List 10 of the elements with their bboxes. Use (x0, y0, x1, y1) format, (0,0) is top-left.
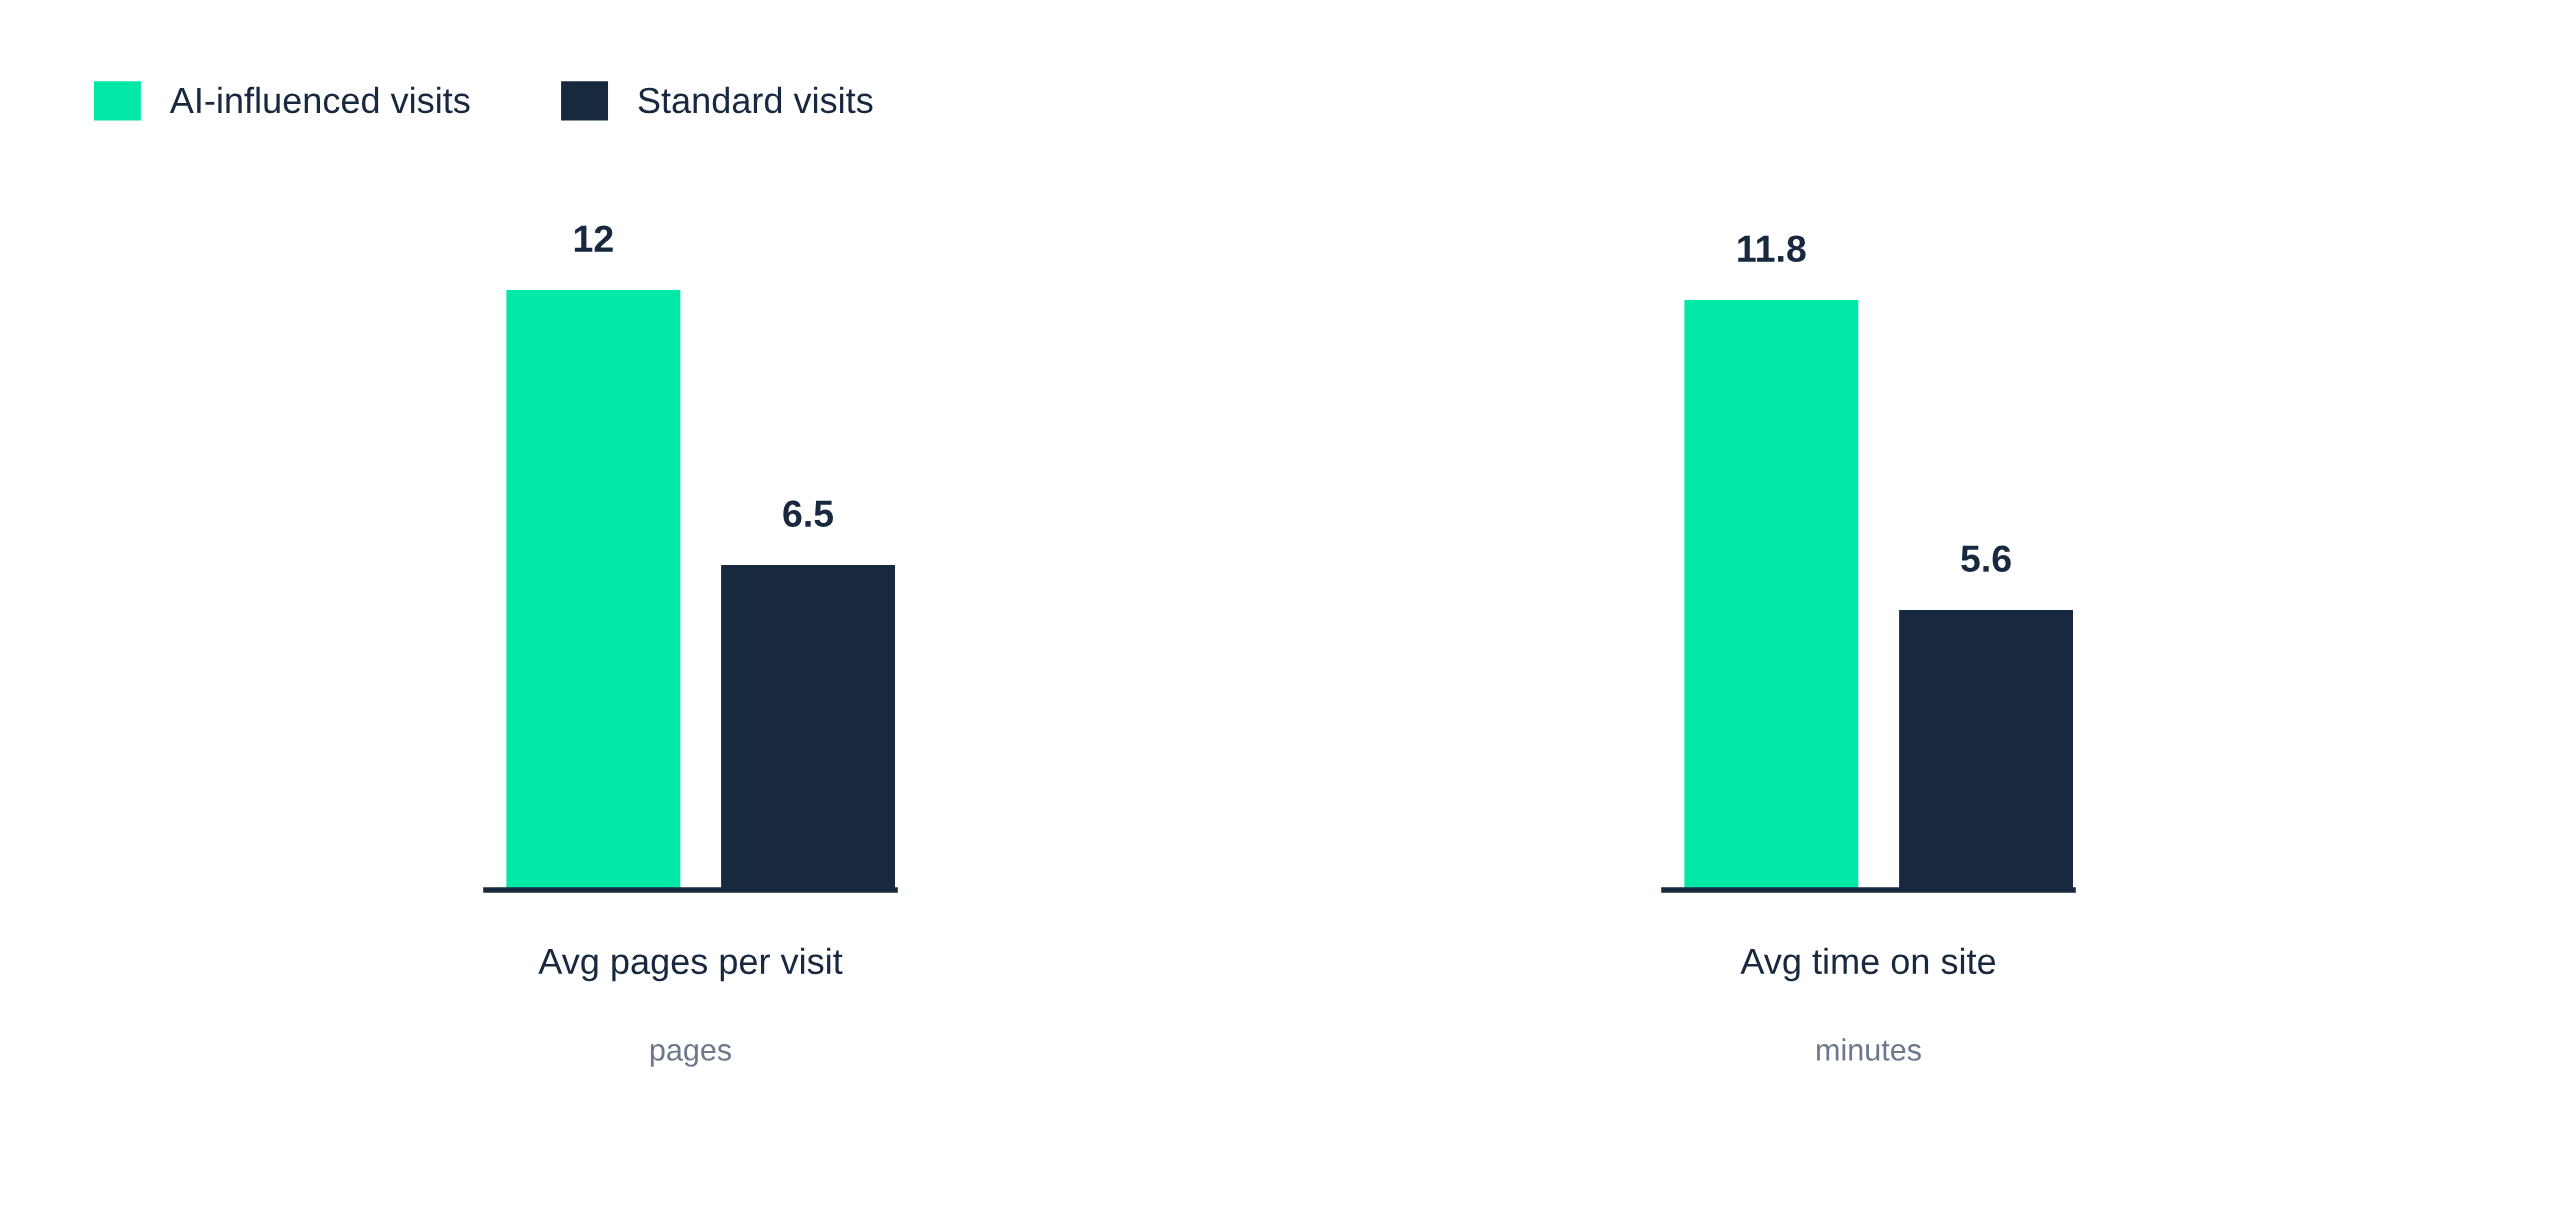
text: pages (650, 1044, 732, 1067)
data-label: 6.5 (783, 500, 834, 528)
x-axis-title: Avg time on site (1740, 947, 1996, 982)
data-label: 11.8 (1738, 235, 1806, 263)
data-label: 5.6 (1961, 545, 2011, 573)
x-axis-title: Avg pages per visit (538, 947, 843, 982)
text: minutes (1817, 1038, 1921, 1061)
legend-label: AI-influenced visits (169, 86, 470, 114)
data-label: 12 (574, 225, 613, 252)
legend-label: Standard visits (638, 86, 873, 114)
